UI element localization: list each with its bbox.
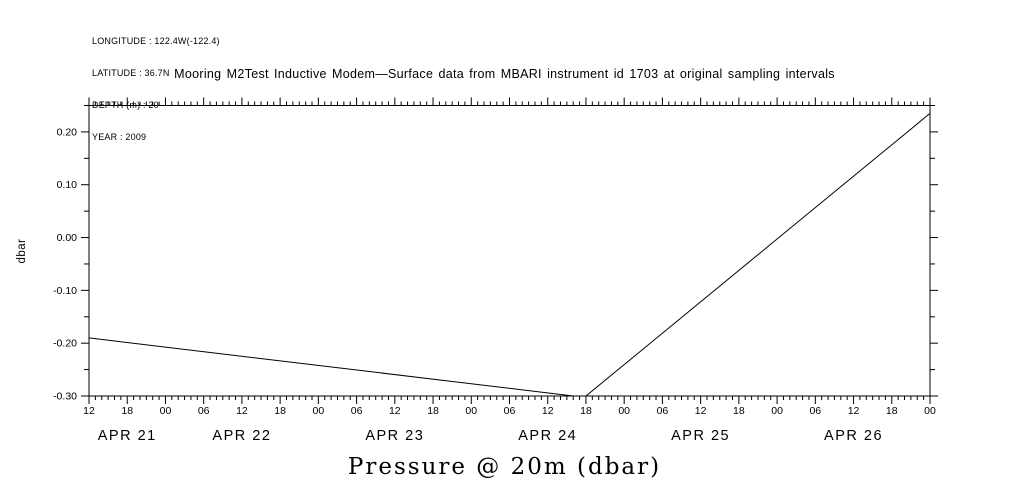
x-hour-tick-label: 06 bbox=[351, 405, 363, 417]
x-hour-tick-label: 00 bbox=[924, 405, 936, 417]
y-tick-label: -0.20 bbox=[53, 338, 77, 350]
x-hour-tick-label: 00 bbox=[160, 405, 172, 417]
x-hour-tick-label: 12 bbox=[389, 405, 401, 417]
x-hour-tick-label: 06 bbox=[504, 405, 516, 417]
y-tick-label: 0.20 bbox=[57, 126, 78, 138]
x-date-label: APR 24 bbox=[518, 428, 577, 444]
x-hour-tick-label: 12 bbox=[848, 405, 860, 417]
y-axis-label: dbar bbox=[16, 238, 28, 263]
x-date-label: APR 23 bbox=[365, 428, 424, 444]
x-axis-title: Pressure @ 20m (dbar) bbox=[347, 454, 662, 480]
x-hour-tick-label: 06 bbox=[809, 405, 821, 417]
x-hour-tick-label: 12 bbox=[695, 405, 707, 417]
metadata-year: YEAR : 2009 bbox=[92, 131, 147, 142]
x-hour-tick-label: 18 bbox=[427, 405, 439, 417]
x-hour-tick-label: 06 bbox=[198, 405, 210, 417]
x-hour-tick-label: 18 bbox=[886, 405, 898, 417]
chart-title: Mooring M2Test Inductive Modem—Surface d… bbox=[174, 67, 835, 81]
x-date-label: APR 22 bbox=[212, 428, 271, 444]
x-hour-tick-label: 18 bbox=[121, 405, 133, 417]
pressure-line bbox=[88, 113, 931, 397]
y-tick-label: -0.30 bbox=[53, 391, 77, 403]
pressure-line-series bbox=[88, 113, 931, 397]
x-hour-tick-label: 00 bbox=[771, 405, 783, 417]
x-hour-tick-label: 12 bbox=[236, 405, 248, 417]
metadata-longitude: LONGITUDE : 122.4W(-122.4) bbox=[92, 36, 220, 47]
x-hour-tick-label: 18 bbox=[274, 405, 286, 417]
x-hour-tick-label: 00 bbox=[465, 405, 477, 417]
y-tick-label: 0.10 bbox=[57, 179, 78, 191]
metadata-latitude: LATITUDE : 36.7N bbox=[92, 67, 170, 78]
x-date-label: APR 25 bbox=[671, 428, 730, 444]
x-hour-tick-label: 00 bbox=[618, 405, 630, 417]
y-tick-label: 0.00 bbox=[57, 232, 78, 244]
x-hour-tick-label: 12 bbox=[83, 405, 95, 417]
x-hour-tick-label: 00 bbox=[313, 405, 325, 417]
x-hour-tick-label: 12 bbox=[542, 405, 554, 417]
y-tick-label: -0.10 bbox=[53, 285, 77, 297]
chart-axes: 12 18 00 06 12 18 00 06 12 18 00 06 12 18 00 06 12 18 00 06… bbox=[53, 97, 938, 444]
x-date-label: APR 26 bbox=[824, 428, 883, 444]
x-date-label: APR 21 bbox=[98, 428, 157, 444]
x-hour-tick-label: 18 bbox=[580, 405, 592, 417]
x-hour-tick-label: 06 bbox=[657, 405, 669, 417]
x-hour-tick-label: 18 bbox=[733, 405, 745, 417]
